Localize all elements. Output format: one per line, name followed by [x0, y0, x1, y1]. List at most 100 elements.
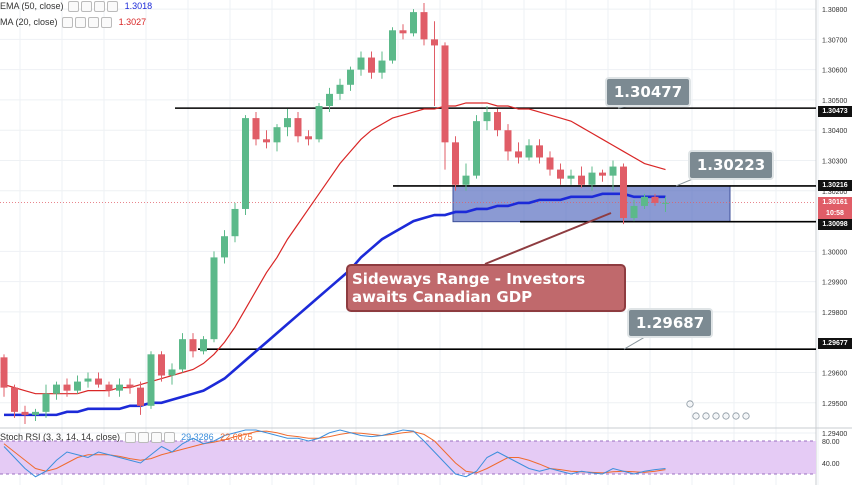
- candle-body: [137, 387, 144, 406]
- candle-body: [168, 369, 176, 376]
- candle-body: [578, 175, 585, 185]
- candle-body: [431, 39, 438, 46]
- event-flag-icon: [732, 412, 740, 420]
- countdown-tag: 10:58: [818, 208, 852, 219]
- eye-icon[interactable]: [124, 432, 136, 444]
- ma-legend-label: MA (20, close): [0, 17, 58, 27]
- candle-body: [494, 112, 501, 131]
- candle-body: [315, 105, 323, 140]
- candle-body: [126, 384, 134, 388]
- candle-body: [378, 60, 386, 73]
- y-tick-label: 1.30000: [822, 249, 847, 256]
- candle-body: [336, 84, 344, 94]
- range-top-callout: 1.30223: [688, 150, 774, 180]
- support-callout: 1.29687: [627, 308, 713, 338]
- candle-body: [483, 112, 491, 122]
- candle-body: [158, 354, 165, 376]
- candle-body: [420, 12, 428, 40]
- candle-body: [557, 169, 564, 179]
- resistance-callout: 1.30477: [605, 77, 691, 107]
- current-price-tag: 1.30161: [818, 197, 852, 208]
- range-bottom-price-tag: 1.30098: [818, 219, 852, 230]
- candle-body: [53, 384, 60, 394]
- stoch-k-value: 29.3286: [181, 432, 214, 442]
- candle-body: [462, 175, 470, 185]
- eye-icon[interactable]: [62, 17, 74, 29]
- stoch-d-line: [3, 430, 666, 474]
- settings-icon[interactable]: [75, 17, 87, 29]
- candle-body: [189, 339, 197, 352]
- candle-body: [609, 166, 617, 176]
- candle-body: [305, 136, 312, 140]
- candle-body: [294, 118, 302, 137]
- sideways-range-note: Sideways Range - Investors awaits Canadi…: [346, 264, 626, 312]
- y-tick-label: 1.29400: [822, 431, 847, 438]
- y-tick-label: 1.30400: [822, 128, 847, 135]
- y-tick-label: 1.29600: [822, 370, 847, 377]
- candle-body: [231, 208, 239, 237]
- resistance-price-tag: 1.30473: [818, 106, 852, 117]
- ema-legend-value: 1.3018: [124, 1, 153, 11]
- y-tick-label: 1.29800: [822, 310, 847, 317]
- more-icon[interactable]: [101, 17, 113, 29]
- range-box: [452, 185, 731, 223]
- candle-body: [504, 130, 512, 152]
- settings-icon[interactable]: [81, 1, 93, 13]
- candle-body: [252, 118, 260, 140]
- event-flag-icon: [712, 412, 720, 420]
- event-flag-icon: [686, 400, 694, 408]
- candle-body: [11, 387, 18, 412]
- y-tick-label: 1.30800: [822, 7, 847, 14]
- rsi-tick-label: 80.00: [822, 439, 840, 446]
- event-flag-icon: [702, 412, 710, 420]
- candle-body: [651, 196, 659, 203]
- note-arrow: [484, 212, 612, 265]
- candle-body: [389, 30, 396, 61]
- candle-body: [284, 118, 291, 128]
- candle-body: [473, 121, 480, 176]
- y-tick-label: 1.30200: [822, 189, 847, 196]
- candle-body: [74, 381, 81, 391]
- candle-body: [620, 166, 627, 219]
- ema-legend: EMA (50, close) 1.3018: [0, 1, 153, 13]
- candle-body: [368, 57, 375, 73]
- candle-body: [63, 384, 71, 391]
- candle-body: [263, 139, 270, 143]
- range-top-price-tag: 1.30216: [818, 180, 852, 191]
- candle-body: [452, 142, 459, 185]
- candle-body: [0, 357, 8, 388]
- ma-legend: MA (20, close) 1.3027: [0, 17, 147, 29]
- event-flag-icon: [742, 412, 750, 420]
- candle-body: [567, 175, 575, 179]
- settings-icon[interactable]: [137, 432, 149, 444]
- candle-body: [84, 378, 92, 382]
- candle-body: [441, 45, 449, 143]
- event-flag-icon: [692, 412, 700, 420]
- candle-body: [546, 157, 554, 170]
- candle-body: [242, 118, 249, 209]
- candle-body: [147, 354, 155, 406]
- y-tick-label: 1.30300: [822, 159, 847, 166]
- eye-icon[interactable]: [68, 1, 80, 13]
- ema-legend-label: EMA (50, close): [0, 1, 64, 11]
- stoch-legend: Stoch RSI (3, 3, 14, 14, close) 29.3286 …: [0, 432, 253, 444]
- candle-body: [200, 339, 207, 352]
- ema-line: [4, 192, 666, 417]
- candle-body: [116, 384, 123, 391]
- candle-body: [536, 145, 543, 158]
- close-icon[interactable]: [150, 432, 162, 444]
- more-icon[interactable]: [107, 1, 119, 13]
- stoch-d-value: 22.6875: [220, 432, 253, 442]
- candle-body: [515, 151, 522, 158]
- candle-body: [347, 69, 354, 85]
- candle-body: [630, 205, 638, 219]
- close-icon[interactable]: [88, 17, 100, 29]
- candle-body: [641, 196, 648, 206]
- candle-body: [95, 378, 102, 385]
- ma-legend-value: 1.3027: [118, 17, 147, 27]
- rsi-band: [0, 441, 816, 474]
- more-icon[interactable]: [163, 432, 175, 444]
- close-icon[interactable]: [94, 1, 106, 13]
- candle-body: [588, 172, 596, 185]
- candle-body: [326, 93, 333, 106]
